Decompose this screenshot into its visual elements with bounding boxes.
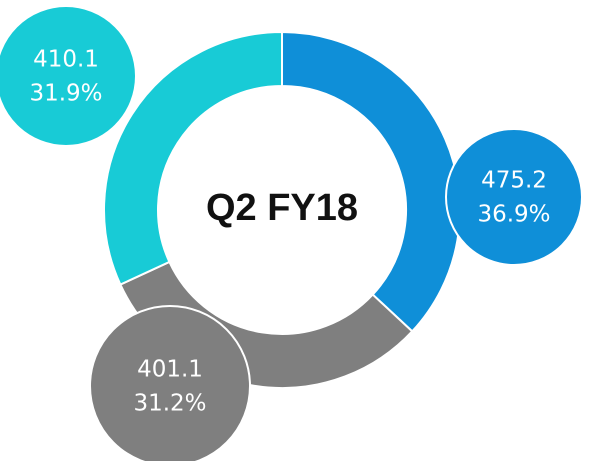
label-bubble xyxy=(445,128,583,266)
value-label: 410.1 xyxy=(33,47,99,73)
percentage-label: 36.9% xyxy=(477,202,550,228)
value-label: 401.1 xyxy=(137,357,203,383)
center-title: Q2 FY18 xyxy=(206,187,358,229)
percentage-label: 31.9% xyxy=(29,81,102,107)
donut-segment xyxy=(103,30,283,286)
label-bubble xyxy=(0,5,137,147)
label-bubble xyxy=(89,305,251,461)
donut-segment xyxy=(281,30,461,333)
percentage-label: 31.2% xyxy=(133,391,206,417)
value-label: 475.2 xyxy=(481,168,547,194)
